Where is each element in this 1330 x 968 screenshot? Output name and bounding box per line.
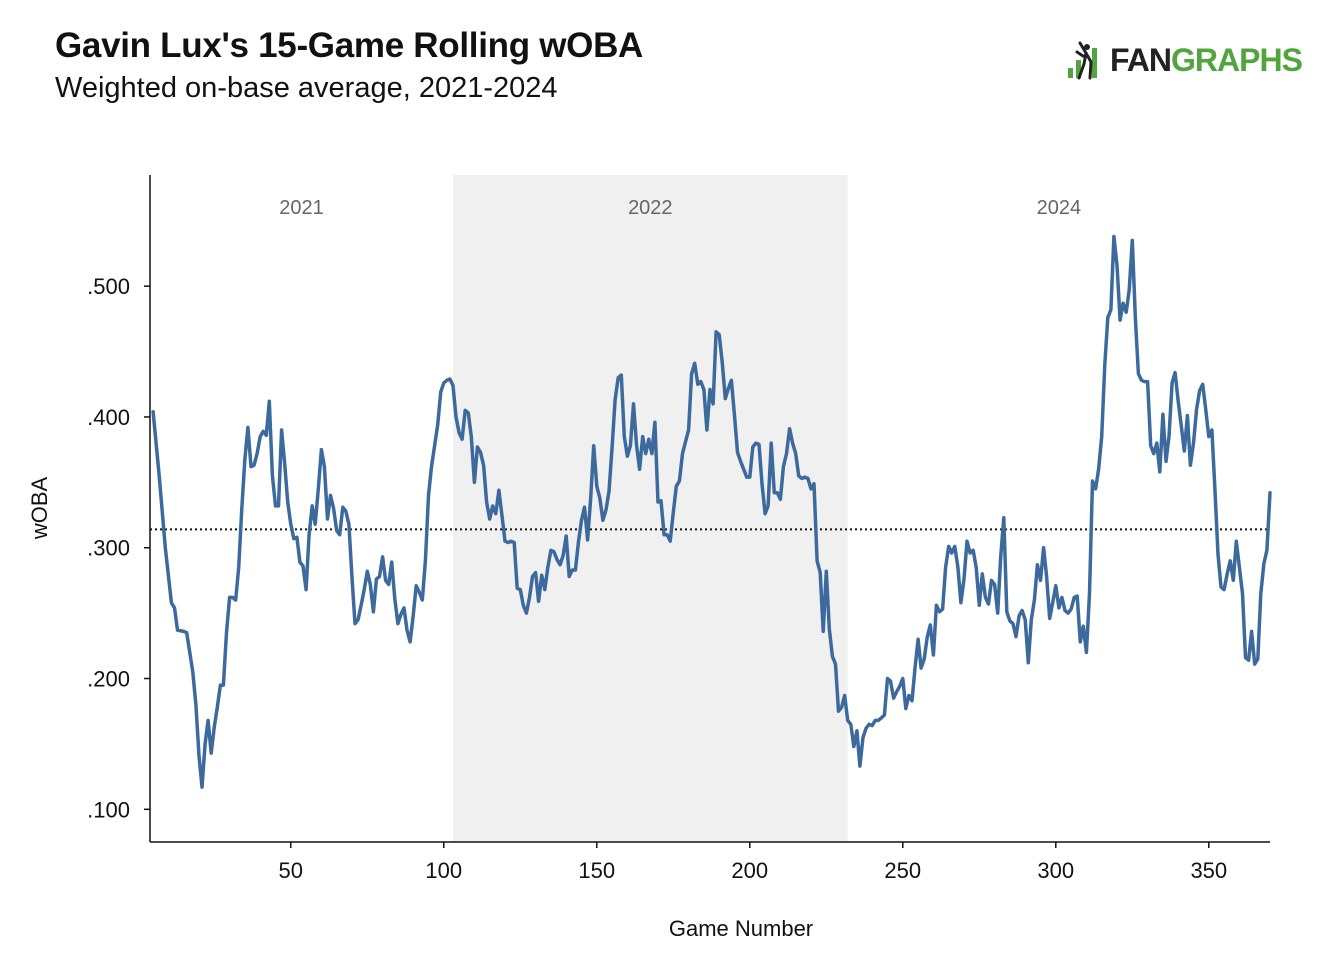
y-tick-label: .100 [87, 797, 130, 822]
x-tick-label: 100 [425, 858, 462, 883]
chart-subtitle: Weighted on-base average, 2021-2024 [55, 72, 558, 104]
season-labels: 2021 2022 2024 [279, 197, 1081, 219]
y-tick-label: .500 [87, 274, 130, 299]
season-band-2022 [452, 175, 848, 842]
x-tick-label: 300 [1037, 858, 1074, 883]
fangraphs-wordmark: FANGRAPHS [1110, 42, 1303, 79]
season-label-2021: 2021 [279, 197, 324, 219]
fangraphs-logo-icon [1068, 41, 1097, 80]
y-axis-ticks: .100 .200 .300 .400 .500 [87, 274, 150, 822]
x-tick-label: 250 [884, 858, 921, 883]
x-axis-title: Game Number [669, 916, 813, 941]
x-tick-label: 350 [1190, 858, 1227, 883]
season-label-2022: 2022 [628, 197, 673, 219]
logo-graphs-text: GRAPHS [1171, 42, 1303, 78]
x-axis-ticks: 50 100 150 200 250 300 350 [279, 842, 1227, 883]
chart-title: Gavin Lux's 15-Game Rolling wOBA [55, 26, 644, 65]
season-bands [452, 175, 848, 842]
fangraphs-logo: FANGRAPHS [1066, 40, 1316, 82]
x-tick-label: 200 [731, 858, 768, 883]
y-tick-label: .400 [87, 405, 130, 430]
woba-series-line [151, 234, 1272, 789]
y-tick-label: .300 [87, 536, 130, 561]
y-tick-label: .200 [87, 667, 130, 692]
season-label-2024: 2024 [1037, 197, 1082, 219]
y-axis-title: wOBA [27, 477, 52, 541]
logo-fan-text: FAN [1110, 42, 1172, 78]
x-tick-label: 150 [578, 858, 615, 883]
x-tick-label: 50 [279, 858, 303, 883]
